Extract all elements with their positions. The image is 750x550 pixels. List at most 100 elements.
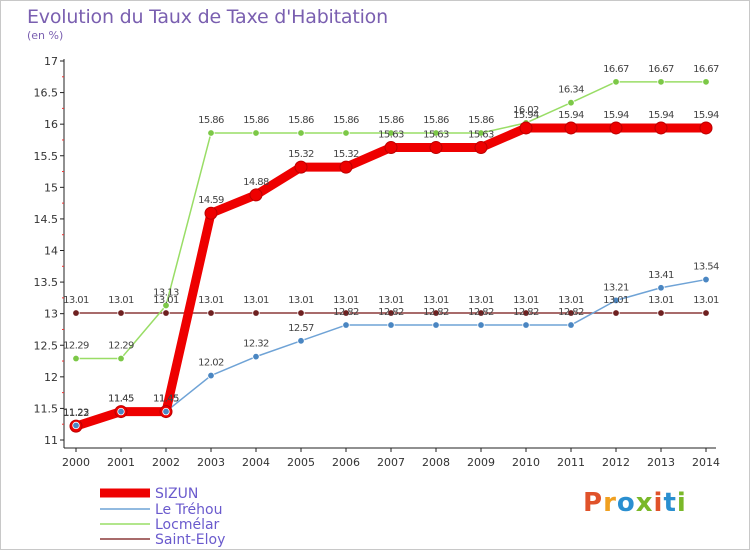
data-label: 15.94 — [648, 110, 674, 121]
data-label: 13.01 — [243, 295, 269, 306]
data-label: 15.86 — [423, 115, 449, 126]
data-point — [657, 78, 665, 86]
data-label: 13.01 — [423, 295, 449, 306]
data-point — [339, 160, 353, 174]
data-point — [474, 141, 488, 155]
data-label: 13.01 — [693, 295, 719, 306]
data-label: 12.32 — [243, 339, 269, 350]
x-tick-label: 2001 — [107, 456, 135, 469]
data-point — [612, 296, 620, 305]
data-label: 14.59 — [198, 195, 224, 206]
x-tick-label: 2006 — [332, 456, 360, 469]
data-point — [609, 121, 623, 135]
x-tick-label: 2008 — [422, 456, 450, 469]
x-tick-label: 2013 — [647, 456, 675, 469]
data-label: 13.41 — [648, 270, 674, 281]
data-point — [207, 129, 215, 137]
data-label: 12.82 — [558, 307, 584, 318]
data-label: 15.94 — [513, 110, 539, 121]
y-tick-label: 12.5 — [34, 339, 59, 352]
data-point — [702, 309, 710, 317]
data-label: 15.86 — [333, 115, 359, 126]
data-point — [477, 129, 485, 137]
data-label: 15.63 — [423, 130, 449, 141]
legend-label: Saint-Eloy — [155, 532, 225, 548]
data-point — [519, 121, 533, 135]
legend-label: Le Tréhou — [155, 502, 222, 518]
y-tick-label: 14.5 — [34, 213, 59, 226]
data-point — [477, 321, 485, 329]
data-point — [297, 309, 305, 317]
data-point — [522, 321, 530, 329]
legend-label: SIZUN — [155, 486, 198, 502]
y-tick-label: 13 — [44, 308, 58, 321]
series-line-0 — [71, 123, 711, 431]
data-point — [252, 309, 260, 317]
data-point — [567, 321, 575, 329]
data-point — [477, 309, 485, 317]
data-point — [432, 309, 440, 317]
x-tick-label: 2014 — [692, 456, 720, 469]
data-point — [342, 129, 350, 137]
data-point — [117, 354, 125, 363]
data-point — [72, 421, 80, 430]
data-label: 11.45 — [153, 394, 179, 405]
data-label: 16.67 — [693, 64, 719, 75]
data-point — [342, 309, 350, 317]
chart-subtitle: (en %) — [27, 29, 64, 42]
data-point — [657, 284, 665, 292]
data-label: 11.45 — [153, 394, 179, 405]
data-point — [204, 206, 218, 220]
y-tick-label: 16.5 — [34, 87, 59, 100]
data-point — [72, 354, 80, 363]
data-point — [387, 309, 395, 317]
y-tick-label: 17 — [44, 55, 58, 68]
data-label: 15.86 — [378, 115, 404, 126]
y-tick-label: 14 — [44, 245, 58, 258]
data-label: 12.29 — [108, 341, 134, 352]
data-label: 13.01 — [333, 295, 359, 306]
data-point — [702, 275, 710, 284]
data-point — [249, 188, 263, 202]
logo-letter: i — [653, 488, 664, 518]
data-label: 12.29 — [63, 341, 89, 352]
y-tick-label: 11.5 — [34, 402, 59, 415]
data-label: 16.67 — [603, 64, 629, 75]
logo-letter: P — [583, 488, 604, 518]
data-label: 11.45 — [108, 394, 134, 405]
data-point — [432, 129, 440, 137]
data-point — [72, 309, 80, 317]
data-label: 11.23 — [63, 407, 89, 418]
data-label: 16.34 — [558, 85, 584, 96]
data-label: 13.01 — [108, 295, 134, 306]
data-label: 15.94 — [603, 110, 629, 121]
chart-title: Evolution du Taux de Taxe d'Habitation — [27, 6, 388, 28]
data-label: 12.02 — [198, 358, 224, 369]
logo-letter: o — [616, 488, 636, 518]
data-point — [387, 321, 395, 329]
x-tick-label: 2002 — [152, 456, 180, 469]
data-label: 15.63 — [468, 130, 494, 141]
data-label: 11.22 — [63, 408, 89, 419]
data-label: 13.01 — [378, 295, 404, 306]
data-point — [207, 309, 215, 317]
x-tick-label: 2010 — [512, 456, 540, 469]
data-point — [567, 98, 575, 107]
data-point — [612, 309, 620, 317]
data-point — [297, 337, 305, 345]
data-label: 15.86 — [288, 115, 314, 126]
data-point — [567, 309, 575, 317]
data-point — [699, 121, 713, 135]
data-label: 12.82 — [333, 307, 359, 318]
data-point — [384, 141, 398, 155]
data-label: 16.02 — [513, 105, 539, 116]
data-point — [387, 129, 395, 137]
legend-label: Locmélar — [155, 517, 220, 533]
data-point — [162, 309, 170, 317]
data-point — [564, 121, 578, 135]
x-tick-label: 2011 — [557, 456, 585, 469]
data-label: 12.82 — [513, 307, 539, 318]
data-label: 15.94 — [693, 110, 719, 121]
